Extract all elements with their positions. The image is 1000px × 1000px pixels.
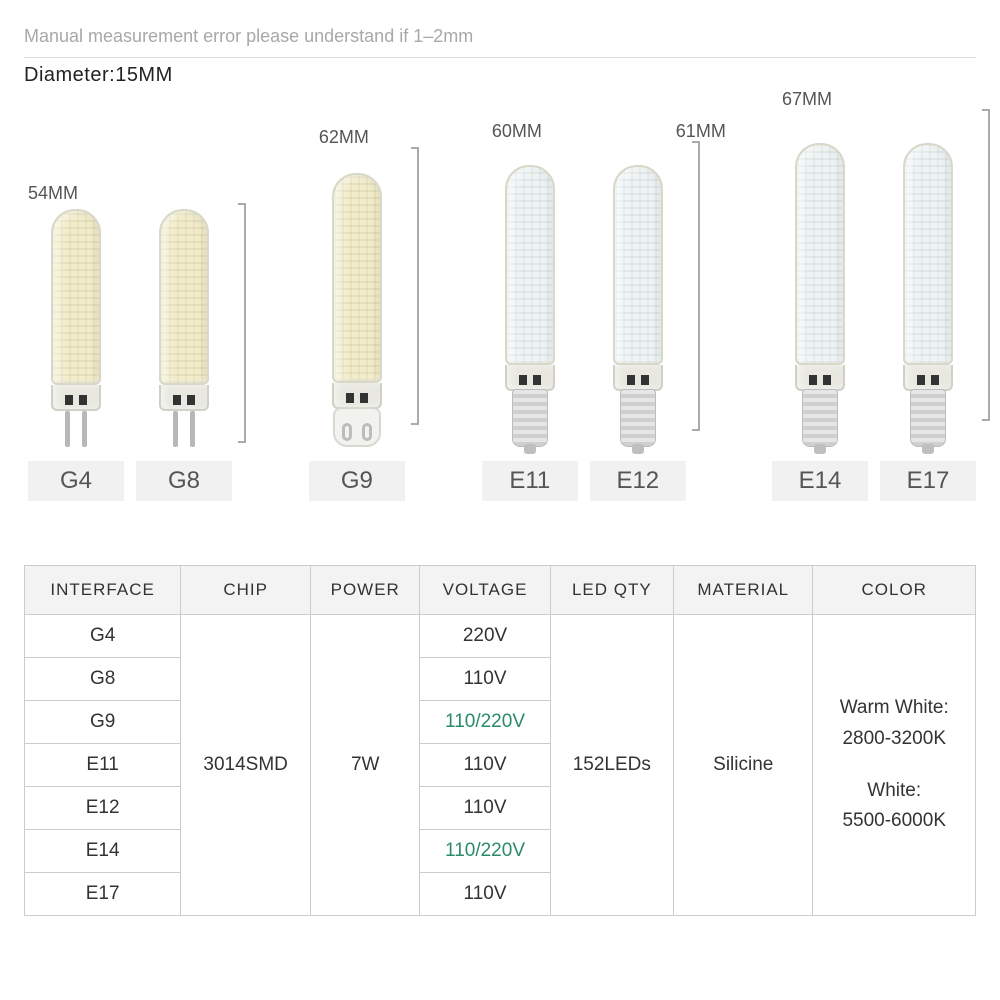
cell-interface: E14: [25, 830, 181, 873]
height-label: 67MM: [782, 89, 832, 110]
cell-voltage: 110/220V: [420, 701, 550, 744]
spec-table: INTERFACECHIPPOWERVOLTAGELED QTYMATERIAL…: [24, 565, 976, 916]
cell-chip: 3014SMD: [181, 615, 311, 916]
cell-voltage: 110V: [420, 744, 550, 787]
cell-voltage: 110/220V: [420, 830, 550, 873]
bulb-row: 54MMG4G862MMG960MM61MME11E1267MME14E17: [24, 101, 976, 501]
table-header: LED QTY: [550, 566, 673, 615]
table-header: MATERIAL: [674, 566, 813, 615]
height-label: 60MM: [492, 121, 542, 142]
type-badge: E14: [772, 461, 868, 501]
cell-ledqty: 152LEDs: [550, 615, 673, 916]
type-badge: G8: [136, 461, 232, 501]
bulb-item-e14: E14: [772, 143, 868, 501]
type-badge: G9: [309, 461, 405, 501]
type-badge: E17: [880, 461, 976, 501]
table-header: POWER: [311, 566, 420, 615]
bulb-item-g4: G4: [28, 209, 124, 501]
table-body: G43014SMD7W220V152LEDsSilicineWarm White…: [25, 615, 976, 916]
cell-interface: E12: [25, 787, 181, 830]
cell-interface: E11: [25, 744, 181, 787]
bulb-item-e12: E12: [590, 165, 686, 501]
bulb-item-g9: G9: [309, 173, 405, 501]
height-label: 54MM: [28, 183, 78, 204]
cell-material: Silicine: [674, 615, 813, 916]
cell-voltage: 110V: [420, 787, 550, 830]
cell-interface: G9: [25, 701, 181, 744]
cell-voltage: 110V: [420, 873, 550, 916]
cell-interface: G4: [25, 615, 181, 658]
cell-power: 7W: [311, 615, 420, 916]
table-header: CHIP: [181, 566, 311, 615]
cell-interface: E17: [25, 873, 181, 916]
type-badge: E12: [590, 461, 686, 501]
table-header: COLOR: [813, 566, 976, 615]
table-row: G43014SMD7W220V152LEDsSilicineWarm White…: [25, 615, 976, 658]
height-label: 61MM: [676, 121, 726, 142]
disclaimer-text: Manual measurement error please understa…: [24, 20, 976, 58]
cell-voltage: 220V: [420, 615, 550, 658]
cell-color: Warm White:2800-3200KWhite:5500-6000K: [813, 615, 976, 916]
table-header: VOLTAGE: [420, 566, 550, 615]
bulb-item-g8: G8: [136, 209, 232, 501]
bulb-item-e11: E11: [482, 165, 578, 501]
table-header-row: INTERFACECHIPPOWERVOLTAGELED QTYMATERIAL…: [25, 566, 976, 615]
type-badge: E11: [482, 461, 578, 501]
bulb-item-e17: E17: [880, 143, 976, 501]
cell-voltage: 110V: [420, 658, 550, 701]
cell-interface: G8: [25, 658, 181, 701]
table-header: INTERFACE: [25, 566, 181, 615]
height-label: 62MM: [319, 127, 369, 148]
type-badge: G4: [28, 461, 124, 501]
diameter-label: Diameter:15MM: [24, 64, 976, 87]
